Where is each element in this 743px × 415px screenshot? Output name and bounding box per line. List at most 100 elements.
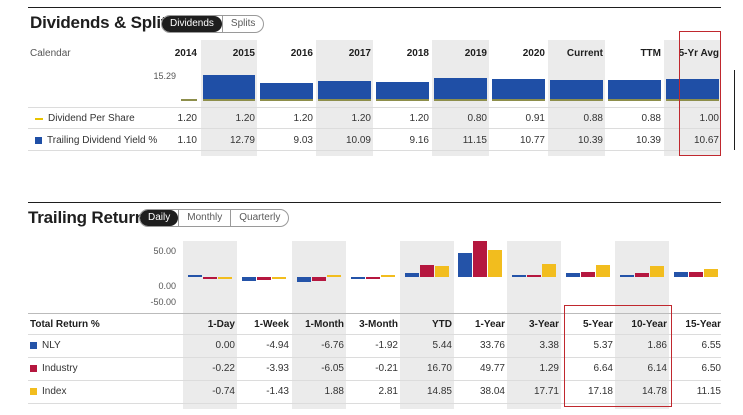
return-bar-index bbox=[327, 275, 341, 277]
legend-square bbox=[30, 342, 37, 349]
returns-col-header-ytd: YTD bbox=[432, 319, 452, 330]
returns-cell: 14.85 bbox=[426, 386, 452, 397]
return-bar-industry bbox=[312, 277, 326, 281]
returns-cell: -1.92 bbox=[375, 340, 398, 351]
return-bar-industry bbox=[581, 272, 595, 277]
return-bar-nly bbox=[674, 272, 688, 277]
returns-cell: -1.43 bbox=[266, 386, 289, 397]
return-bar-nly bbox=[512, 275, 526, 277]
return-bar-industry bbox=[635, 273, 649, 277]
return-bar-nly bbox=[297, 277, 311, 282]
return-bar-nly bbox=[242, 277, 256, 281]
returns-col-header-1-year: 1-Year bbox=[474, 319, 505, 330]
tab-dividends[interactable]: Dividends bbox=[162, 16, 222, 32]
dividend-cell: 1.10 bbox=[177, 135, 197, 146]
yield-bar bbox=[434, 78, 487, 101]
dividend-cell: 9.16 bbox=[409, 135, 429, 146]
returns-header-line-top bbox=[28, 313, 721, 314]
returns-col-header-1-month: 1-Month bbox=[305, 319, 344, 330]
returns-cell: -0.74 bbox=[212, 386, 235, 397]
dividend-bar bbox=[608, 99, 661, 101]
long-term-returns-highlight bbox=[564, 305, 672, 407]
dividend-cell: 0.91 bbox=[525, 113, 545, 124]
yield-bar bbox=[550, 80, 603, 101]
dividend-cell: 10.09 bbox=[345, 135, 371, 146]
returns-row-line bbox=[28, 357, 721, 358]
dividend-col-header-2016: 2016 bbox=[290, 48, 313, 59]
yield-bar bbox=[608, 80, 661, 101]
legend-square bbox=[30, 388, 37, 395]
return-bar-index bbox=[218, 277, 232, 279]
returns-cell: 49.77 bbox=[479, 363, 505, 374]
dividend-cell: 0.80 bbox=[467, 113, 487, 124]
return-bar-nly bbox=[458, 253, 472, 277]
returns-title: Trailing Returns bbox=[28, 208, 155, 227]
returns-cell: -6.05 bbox=[321, 363, 344, 374]
returns-cell: 38.04 bbox=[479, 386, 505, 397]
dividend-cell: 0.88 bbox=[583, 113, 603, 124]
dividend-bar bbox=[434, 99, 487, 101]
yield-bar bbox=[318, 81, 371, 101]
return-bar-industry bbox=[420, 265, 434, 277]
returns-cell: 6.55 bbox=[701, 340, 721, 351]
tab-quarterly[interactable]: Quarterly bbox=[230, 210, 288, 226]
returns-cell: -0.22 bbox=[212, 363, 235, 374]
legend-label: NLY bbox=[42, 340, 61, 351]
dividend-cell: 1.00 bbox=[699, 113, 719, 124]
returns-cell: 1.88 bbox=[324, 386, 344, 397]
dividends-row-line-3 bbox=[28, 150, 721, 151]
yield-bar bbox=[376, 82, 429, 101]
dividend-bar bbox=[181, 99, 197, 101]
dividend-col-header-2017: 2017 bbox=[348, 48, 371, 59]
tab-splits[interactable]: Splits bbox=[221, 16, 263, 32]
returns-cell: -3.93 bbox=[266, 363, 289, 374]
yield-bar bbox=[260, 83, 313, 101]
dividends-row-line-2 bbox=[28, 128, 721, 129]
returns-cell: 3.38 bbox=[539, 340, 559, 351]
dividend-cell: 9.03 bbox=[293, 135, 313, 146]
dividend-cell: 1.20 bbox=[409, 113, 429, 124]
dividend-bar bbox=[376, 99, 429, 101]
return-bar-industry bbox=[689, 272, 703, 277]
returns-cell: 14.78 bbox=[641, 386, 667, 397]
yield-bar bbox=[492, 79, 545, 101]
dividend-cell: 10.39 bbox=[635, 135, 661, 146]
dividend-cell: 10.39 bbox=[577, 135, 603, 146]
dividend-bar bbox=[203, 99, 255, 101]
returns-cell: 1.86 bbox=[647, 340, 667, 351]
dividend-col-header-5-yr-avg: 5-Yr Avg bbox=[678, 48, 719, 59]
dividend-col-header-2019: 2019 bbox=[464, 48, 487, 59]
dividend-cell: 1.20 bbox=[351, 113, 371, 124]
returns-column-shade bbox=[292, 241, 346, 409]
returns-row-label-nly: NLY bbox=[30, 340, 61, 351]
returns-cell: -6.76 bbox=[321, 340, 344, 351]
returns-cell: 2.81 bbox=[378, 386, 398, 397]
return-bar-nly bbox=[566, 273, 580, 277]
returns-row-label-industry: Industry bbox=[30, 363, 78, 374]
return-bar-industry bbox=[257, 277, 271, 280]
returns-cell: 6.64 bbox=[593, 363, 613, 374]
returns-toggle: Daily Monthly Quarterly bbox=[139, 209, 290, 227]
dividend-col-header-2020: 2020 bbox=[522, 48, 545, 59]
dividend-bar bbox=[260, 99, 313, 101]
tab-monthly[interactable]: Monthly bbox=[178, 210, 230, 226]
dividend-cell: 12.79 bbox=[229, 135, 255, 146]
dividends-row-line-1 bbox=[28, 107, 721, 108]
dividend-bar bbox=[550, 99, 603, 101]
returns-cell: 16.70 bbox=[426, 363, 452, 374]
return-bar-industry bbox=[366, 277, 380, 279]
returns-col-header-15-year: 15-Year bbox=[685, 319, 721, 330]
returns-cell: 11.15 bbox=[696, 386, 721, 397]
dividend-col-header-2015: 2015 bbox=[232, 48, 255, 59]
returns-row-line bbox=[28, 403, 721, 404]
returns-cell: -0.21 bbox=[375, 363, 398, 374]
returns-row-line bbox=[28, 380, 721, 381]
tab-daily[interactable]: Daily bbox=[140, 210, 179, 226]
returns-header-line bbox=[28, 334, 721, 335]
dividend-bar bbox=[492, 99, 545, 101]
returns-cell: 6.14 bbox=[647, 363, 667, 374]
legend-square bbox=[30, 365, 37, 372]
returns-col-header-1-week: 1-Week bbox=[254, 319, 289, 330]
return-bar-index bbox=[381, 275, 395, 277]
returns-column-shade bbox=[183, 241, 237, 409]
